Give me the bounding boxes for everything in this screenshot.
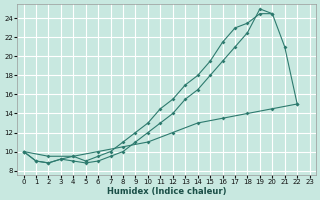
X-axis label: Humidex (Indice chaleur): Humidex (Indice chaleur) [107,187,226,196]
